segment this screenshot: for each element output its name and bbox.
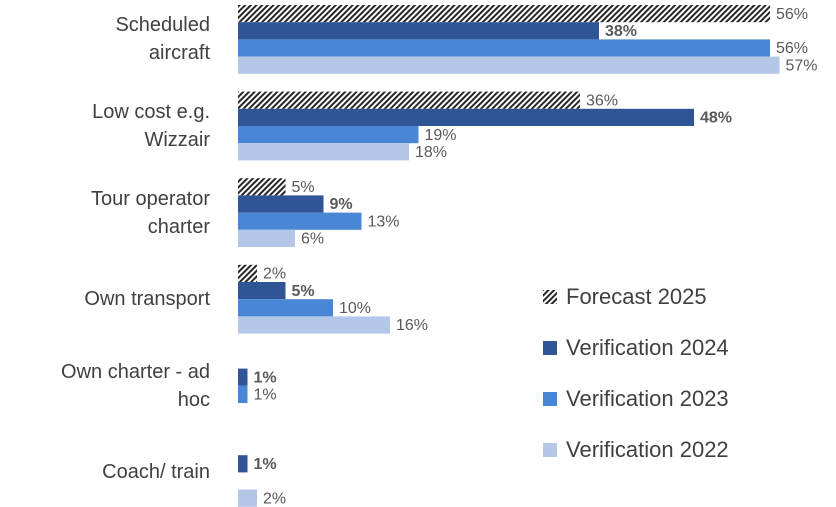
bar bbox=[238, 39, 770, 57]
legend-label: Verification 2022 bbox=[566, 437, 729, 462]
data-label: 18% bbox=[415, 144, 447, 161]
data-label: 1% bbox=[254, 369, 277, 386]
bar bbox=[238, 489, 257, 507]
bar bbox=[238, 229, 295, 247]
bar bbox=[238, 22, 599, 40]
legend-label: Verification 2023 bbox=[566, 386, 729, 411]
bar bbox=[238, 368, 248, 386]
bar bbox=[238, 195, 324, 213]
data-label: 2% bbox=[263, 490, 286, 507]
bar bbox=[238, 143, 409, 161]
legend-label: Forecast 2025 bbox=[566, 284, 707, 309]
data-label: 48% bbox=[700, 110, 732, 127]
bar bbox=[238, 5, 770, 23]
data-label: 1% bbox=[254, 387, 277, 404]
legend-swatch bbox=[543, 392, 557, 406]
data-label: 6% bbox=[301, 231, 324, 248]
data-label: 2% bbox=[263, 266, 286, 283]
data-label: 56% bbox=[776, 6, 808, 23]
data-label: 57% bbox=[786, 57, 818, 74]
legend-swatch bbox=[543, 290, 557, 304]
bar bbox=[238, 178, 286, 196]
bar bbox=[238, 455, 248, 473]
category-label: Own charter - ad hoc bbox=[61, 360, 210, 411]
category-label: Coach/ train bbox=[102, 461, 210, 484]
data-label: 10% bbox=[339, 300, 371, 317]
data-label: 9% bbox=[330, 196, 353, 213]
data-label: 56% bbox=[776, 40, 808, 57]
data-label: 16% bbox=[396, 317, 428, 334]
bar bbox=[238, 316, 390, 334]
bar bbox=[238, 91, 580, 109]
category-label: Tour operator charter bbox=[91, 187, 210, 238]
legend-swatch bbox=[543, 443, 557, 457]
category-label: Low cost e.g. Wizzair bbox=[92, 101, 210, 151]
data-label: 36% bbox=[586, 92, 618, 109]
bar bbox=[238, 126, 419, 144]
legend-swatch bbox=[543, 341, 557, 355]
category-label: Scheduled aircraft bbox=[115, 14, 210, 65]
legend-label: Verification 2024 bbox=[566, 335, 729, 360]
bar bbox=[238, 56, 780, 74]
data-label: 13% bbox=[368, 213, 400, 230]
bar bbox=[238, 385, 248, 403]
data-label: 38% bbox=[605, 23, 637, 40]
data-label: 19% bbox=[425, 127, 457, 144]
bar bbox=[238, 108, 694, 126]
bar bbox=[238, 282, 286, 300]
category-label: Own transport bbox=[84, 288, 210, 311]
bar bbox=[238, 264, 257, 282]
bar bbox=[238, 212, 362, 230]
data-label: 1% bbox=[254, 456, 277, 473]
bar bbox=[238, 299, 333, 317]
data-label: 5% bbox=[292, 283, 315, 300]
data-label: 5% bbox=[292, 179, 315, 196]
